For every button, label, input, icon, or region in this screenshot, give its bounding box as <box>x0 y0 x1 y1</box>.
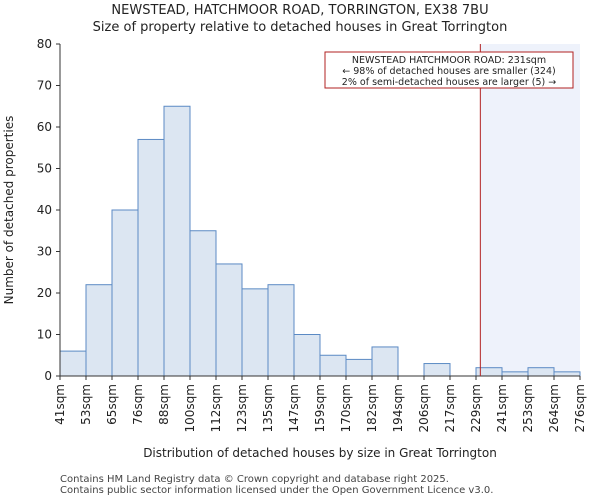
x-tick-label: 206sqm <box>417 384 431 432</box>
y-tick-label: 60 <box>37 120 52 134</box>
histogram-bar <box>267 284 295 377</box>
histogram-bar <box>293 334 321 377</box>
x-tick-label: 241sqm <box>495 384 509 432</box>
histogram-bar <box>423 363 451 377</box>
x-tick-label: 112sqm <box>209 384 223 432</box>
annotation-text: NEWSTEAD HATCHMOOR ROAD: 231sqm <box>352 55 546 66</box>
x-tick-label: 76sqm <box>131 384 145 425</box>
y-tick-label: 40 <box>37 203 52 217</box>
x-tick-label: 123sqm <box>235 384 249 432</box>
histogram-bar <box>241 288 269 377</box>
x-tick-label: 276sqm <box>573 384 587 432</box>
highlight-region <box>480 44 580 376</box>
annotation-text: ← 98% of detached houses are smaller (32… <box>342 66 555 77</box>
x-tick-label: 41sqm <box>53 384 67 425</box>
chart-title: NEWSTEAD, HATCHMOOR ROAD, TORRINGTON, EX… <box>111 3 489 18</box>
annotation-text: 2% of semi-detached houses are larger (5… <box>342 77 556 88</box>
y-tick-label: 70 <box>37 79 52 93</box>
histogram-bar <box>85 284 113 377</box>
x-tick-label: 159sqm <box>313 384 327 432</box>
histogram-bar <box>501 371 529 377</box>
footer-line-2: Contains public sector information licen… <box>60 485 494 496</box>
histogram-bar <box>189 230 217 377</box>
x-tick-label: 264sqm <box>547 384 561 432</box>
x-tick-label: 253sqm <box>521 384 535 432</box>
histogram-bar <box>137 138 165 377</box>
annotation-box <box>324 51 574 89</box>
x-tick-label: 229sqm <box>469 384 483 432</box>
chart-subtitle: Size of property relative to detached ho… <box>92 20 508 35</box>
histogram-bar <box>163 105 191 377</box>
histogram-bar <box>527 367 555 377</box>
histogram-bar <box>215 263 243 377</box>
y-tick-label: 10 <box>37 328 52 342</box>
x-tick-label: 135sqm <box>261 384 275 432</box>
footer-line-1: Contains HM Land Registry data © Crown c… <box>60 474 449 485</box>
x-tick-label: 88sqm <box>157 384 171 425</box>
histogram-bar <box>371 346 399 377</box>
x-tick-label: 100sqm <box>183 384 197 432</box>
y-tick-label: 20 <box>37 286 52 300</box>
x-tick-label: 53sqm <box>79 384 93 425</box>
histogram-bar <box>345 358 373 377</box>
histogram-bar <box>319 354 347 377</box>
y-tick-label: 80 <box>37 37 52 51</box>
y-tick-label: 0 <box>44 369 52 383</box>
y-tick-label: 30 <box>37 245 52 259</box>
x-tick-label: 217sqm <box>443 384 457 432</box>
histogram-bar <box>59 350 87 377</box>
x-tick-label: 182sqm <box>365 384 379 432</box>
y-tick-label: 50 <box>37 162 52 176</box>
x-tick-label: 194sqm <box>391 384 405 432</box>
x-axis-label: Distribution of detached houses by size … <box>143 446 497 460</box>
x-tick-label: 170sqm <box>339 384 353 432</box>
x-tick-label: 147sqm <box>287 384 301 432</box>
x-tick-label: 65sqm <box>105 384 119 425</box>
y-axis-label: Number of detached properties <box>2 116 16 305</box>
histogram-bar <box>553 371 581 377</box>
histogram-bar <box>111 209 139 377</box>
